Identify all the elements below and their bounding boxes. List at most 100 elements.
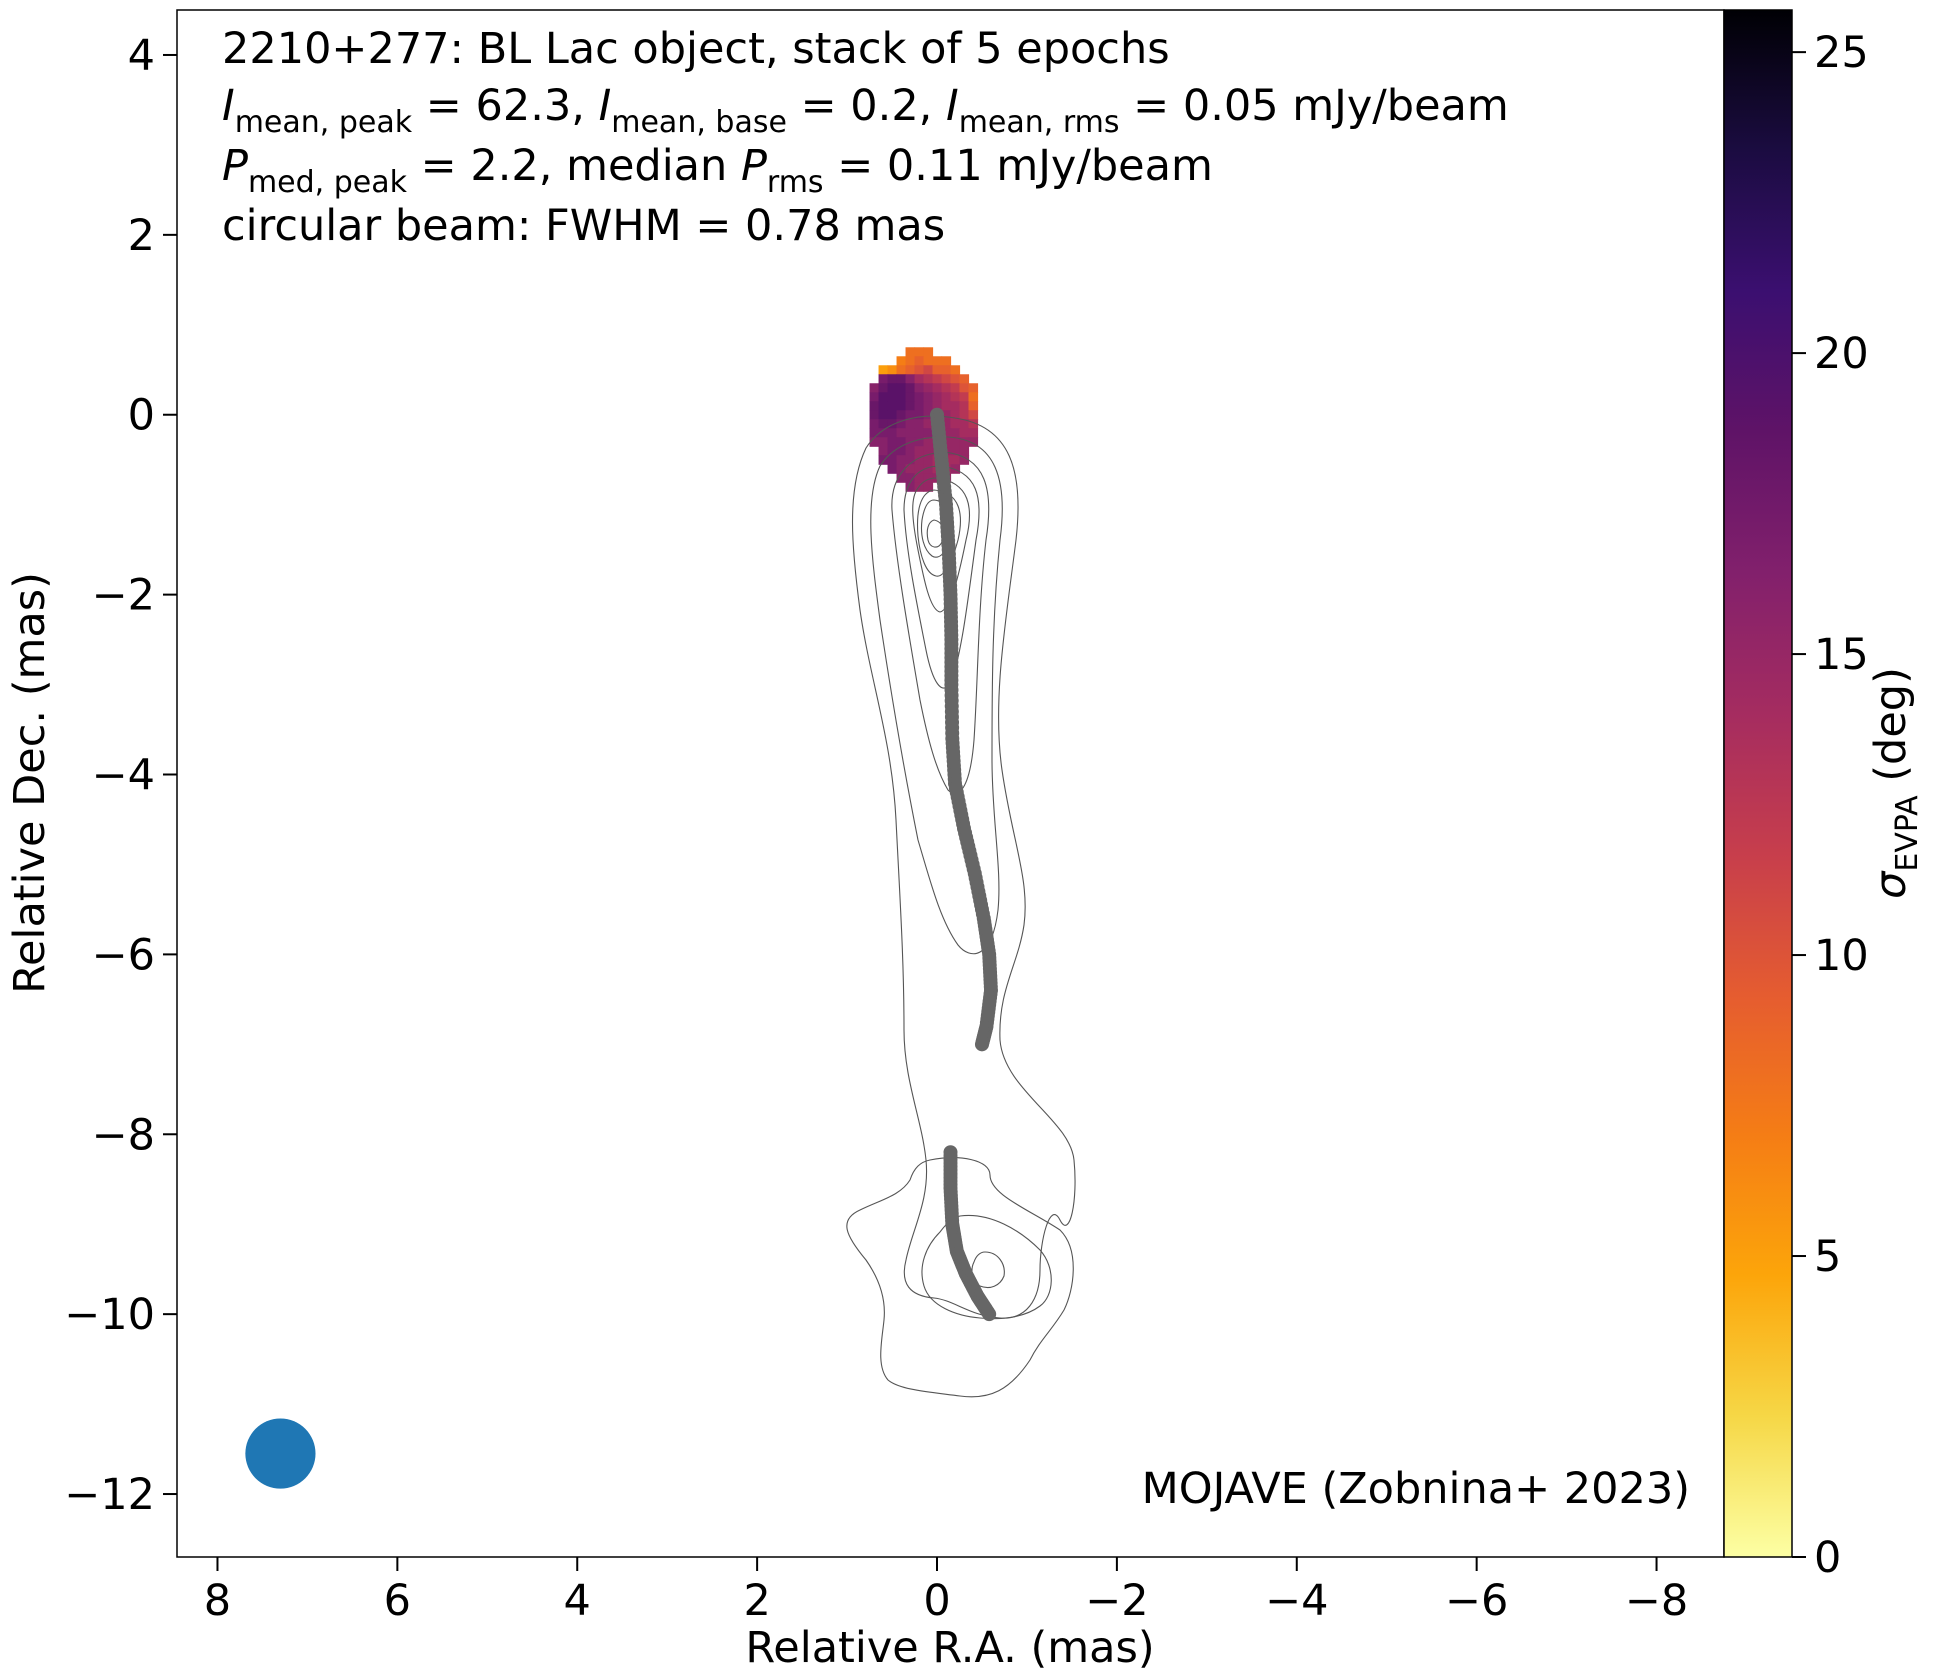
colorbar-tick-label: 15: [1814, 630, 1869, 680]
pixel: [941, 410, 952, 420]
pixel: [968, 437, 979, 447]
pixel: [896, 437, 907, 447]
x-tick-label: 8: [204, 1576, 231, 1626]
header-annotation: 2210+277: BL Lac object, stack of 5 epoc…: [222, 24, 1509, 251]
pixel: [923, 383, 934, 393]
pixel: [923, 482, 934, 492]
pixel: [914, 464, 925, 474]
pixel: [923, 356, 934, 366]
y-tick-label: 2: [128, 211, 155, 261]
contour-core-3: [891, 451, 990, 795]
pixel: [932, 356, 943, 366]
pixel: [914, 347, 925, 357]
pixel: [941, 401, 952, 411]
pixel: [869, 419, 880, 429]
beam-ellipse: [245, 1418, 316, 1489]
pixel: [887, 365, 898, 375]
pixel: [950, 419, 961, 429]
pixel: [887, 428, 898, 438]
contour-core-6: [916, 489, 961, 577]
pixel: [878, 374, 889, 384]
pixel: [914, 401, 925, 411]
pixel: [950, 383, 961, 393]
pixel: [887, 401, 898, 411]
pixel: [878, 455, 889, 465]
pixel: [923, 374, 934, 384]
y-tick-label: −8: [92, 1110, 155, 1160]
pixel: [896, 365, 907, 375]
colorbar-axis: 0 5 10 15 20 25: [1792, 28, 1869, 1583]
pixel: [950, 455, 961, 465]
pixel: [896, 446, 907, 456]
pixel: [878, 410, 889, 420]
pixel: [869, 437, 880, 447]
y-tick-label: −2: [92, 571, 155, 621]
y-axis: 4 2 0 −2 −4 −6 −8 −10 −12: [64, 31, 177, 1520]
pixel: [905, 392, 916, 402]
credit-label: MOJAVE (Zobnina+ 2023): [1142, 1464, 1690, 1514]
pixel: [869, 383, 880, 393]
x-tick-label: 6: [384, 1576, 411, 1626]
header-line-4: circular beam: FWHM = 0.78 mas: [222, 201, 945, 251]
pixel: [923, 410, 934, 420]
pixel: [887, 437, 898, 447]
pixel: [950, 401, 961, 411]
y-tick-label: −4: [92, 751, 155, 801]
i-base-subscript: mean, base: [611, 105, 787, 140]
sigma-symbol: σ: [1866, 870, 1916, 899]
x-tick-label: 2: [743, 1576, 770, 1626]
pixel: [896, 410, 907, 420]
pixel: [887, 410, 898, 420]
pixel: [878, 365, 889, 375]
header-line-1: 2210+277: BL Lac object, stack of 5 epoc…: [222, 24, 1170, 74]
pixel: [941, 356, 952, 366]
y-tick-label: 4: [128, 31, 155, 81]
pixel: [914, 383, 925, 393]
pixel: [896, 428, 907, 438]
pixel: [896, 455, 907, 465]
pixel: [905, 410, 916, 420]
pixel: [869, 392, 880, 402]
pixel: [914, 356, 925, 366]
y-tick-label: −6: [92, 930, 155, 980]
pixel: [887, 464, 898, 474]
pixel: [905, 464, 916, 474]
pixel: [905, 455, 916, 465]
pixel: [968, 401, 979, 411]
ridge-point: [974, 1037, 989, 1052]
contour-core-4: [903, 465, 980, 689]
pixel: [923, 347, 934, 357]
x-axis: 8 6 4 2 0 −2 −4 −6 −8: [204, 1557, 1688, 1626]
i-peak-value: = 62.3,: [412, 81, 598, 131]
pixel: [887, 446, 898, 456]
p-rms-value: = 0.11 mJy/beam: [824, 141, 1213, 191]
contour-core-5: [912, 477, 971, 613]
pixel: [959, 383, 970, 393]
pixel: [923, 455, 934, 465]
pixel: [914, 365, 925, 375]
colorbar-tick-label: 10: [1814, 931, 1869, 981]
pixel: [923, 437, 934, 447]
pixel: [869, 410, 880, 420]
pixel: [914, 437, 925, 447]
pixel: [950, 410, 961, 420]
pixel: [896, 401, 907, 411]
pixel: [959, 428, 970, 438]
pixel: [914, 455, 925, 465]
pixel: [950, 446, 961, 456]
pixel: [923, 392, 934, 402]
colorbar-tick-label: 0: [1814, 1533, 1841, 1583]
pixel: [878, 401, 889, 411]
contour-lower-1: [846, 1157, 1074, 1398]
pixel: [905, 446, 916, 456]
pixel: [959, 419, 970, 429]
pixel: [896, 383, 907, 393]
pixel: [968, 392, 979, 402]
colorbar: [1723, 9, 1793, 1558]
pixel: [905, 347, 916, 357]
pixel: [932, 392, 943, 402]
pixel: [923, 464, 934, 474]
pixel: [905, 401, 916, 411]
p-symbol: P: [222, 141, 248, 191]
pixel: [896, 473, 907, 483]
